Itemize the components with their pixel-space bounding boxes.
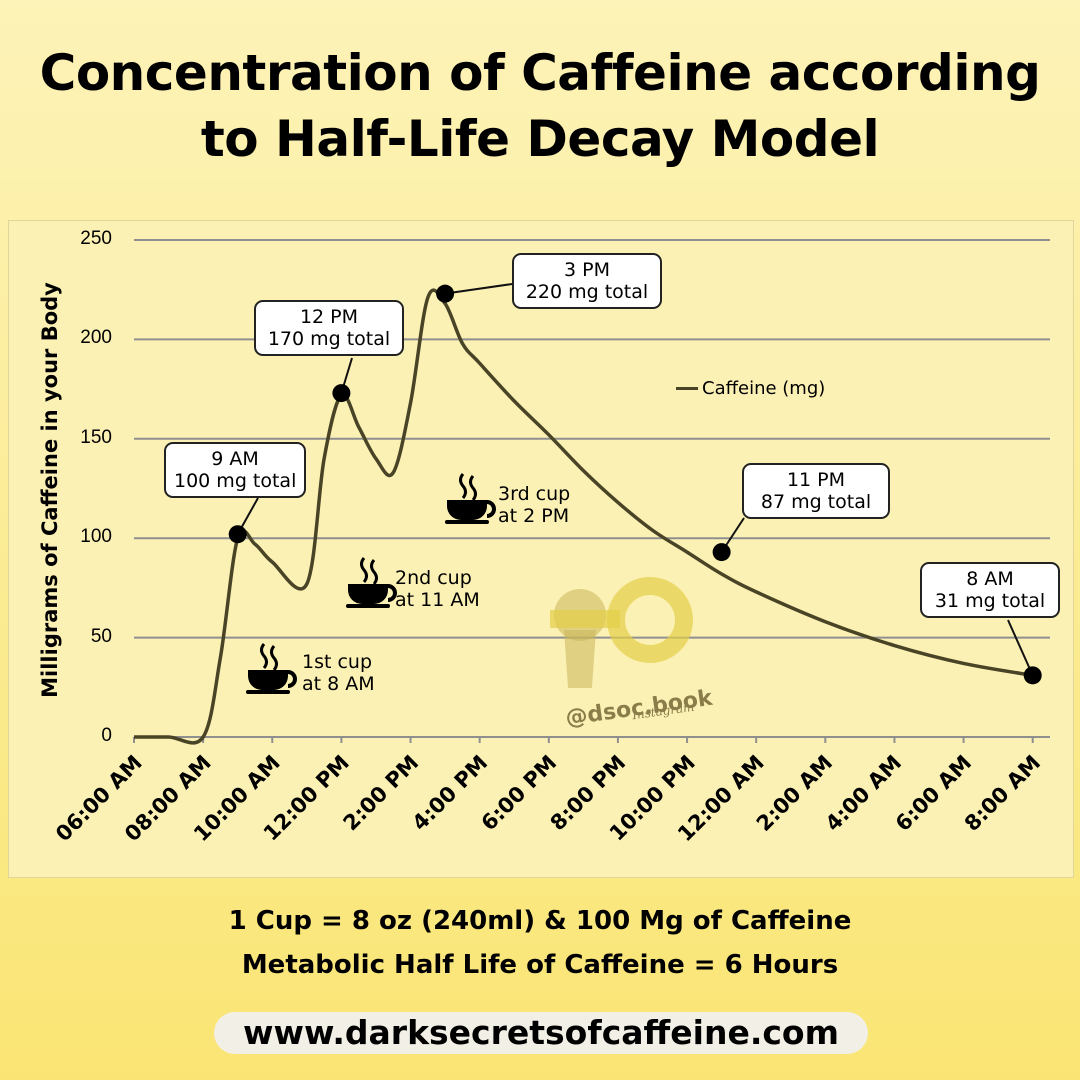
y-tick-label: 200	[80, 327, 112, 349]
y-tick-label: 150	[80, 426, 112, 448]
chart-legend: Caffeine (mg)	[676, 378, 825, 399]
legend-label: Caffeine (mg)	[702, 378, 826, 399]
y-tick-label: 50	[90, 625, 112, 647]
y-tick-label: 0	[101, 725, 112, 746]
callout-11pm: 11 PM 87 mg total	[742, 463, 890, 519]
callout-3pm: 3 PM 220 mg total	[512, 253, 662, 309]
coffee-cup-icon	[346, 557, 397, 608]
callout-8am: 8 AM 31 mg total	[920, 562, 1060, 618]
callout-9am: 9 AM 100 mg total	[164, 442, 306, 498]
coffee-cup-icon	[445, 473, 496, 524]
callout-12pm: 12 PM 170 mg total	[254, 300, 404, 356]
cup-label-2: 2nd cup at 11 AM	[395, 567, 480, 611]
data-point-marker	[436, 284, 455, 303]
y-tick-label: 250	[80, 228, 112, 249]
data-point-marker	[332, 384, 351, 403]
series-line-caffeine	[134, 288, 1034, 745]
callout-connector	[1007, 619, 1034, 676]
legend-swatch	[676, 387, 698, 390]
coffee-cup-icon	[246, 643, 297, 694]
website-link[interactable]: www.darksecretsofcaffeine.com	[214, 1012, 868, 1054]
cup-label-3: 3rd cup at 2 PM	[498, 483, 571, 527]
data-point-marker	[228, 525, 247, 544]
footnote-half-life: Metabolic Half Life of Caffeine = 6 Hour…	[241, 950, 839, 980]
footnote-cup: 1 Cup = 8 oz (240ml) & 100 Mg of Caffein…	[228, 906, 852, 936]
y-axis-label: Milligrams of Caffeine in your Body	[38, 282, 62, 698]
watermark-logo	[550, 577, 693, 688]
title-line-1: Concentration of Caffeine according	[39, 44, 1041, 102]
y-tick-label: 100	[80, 526, 112, 548]
callout-connector	[444, 283, 513, 295]
title-line-2: to Half-Life Decay Model	[200, 110, 880, 168]
page-title: Concentration of Caffeine according to H…	[0, 40, 1080, 172]
chart-panel	[8, 220, 1074, 878]
data-point-marker	[1023, 666, 1042, 685]
data-point-marker	[712, 543, 731, 562]
cup-label-1: 1st cup at 8 AM	[302, 651, 375, 695]
